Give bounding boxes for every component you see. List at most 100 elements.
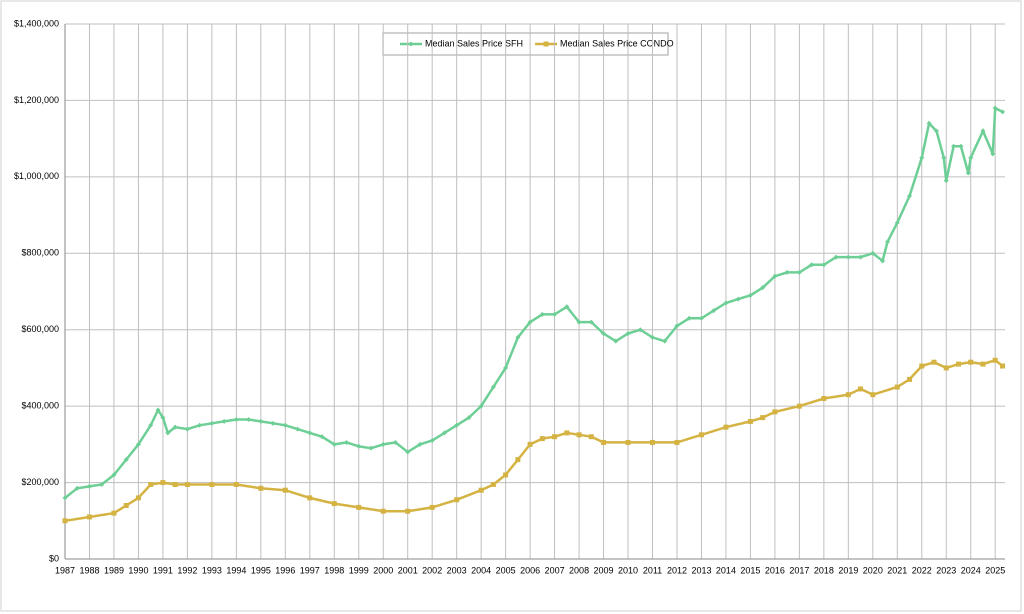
data-point — [503, 472, 509, 478]
data-point — [564, 304, 570, 310]
data-point — [99, 481, 105, 487]
data-point — [907, 376, 913, 382]
data-point — [331, 441, 337, 447]
x-tick-label: 1996 — [275, 565, 295, 575]
data-point — [86, 514, 92, 520]
x-tick-label: 2014 — [716, 565, 736, 575]
data-point — [62, 495, 68, 501]
data-point — [686, 315, 692, 321]
data-point — [368, 445, 374, 451]
x-tick-label: 2006 — [520, 565, 540, 575]
y-tick-label: $800,000 — [21, 248, 59, 258]
data-point — [62, 518, 68, 524]
x-tick-label: 1987 — [55, 565, 75, 575]
y-tick-label: $400,000 — [21, 401, 59, 411]
data-point — [503, 365, 509, 371]
data-point — [209, 420, 215, 426]
data-point — [197, 422, 203, 428]
data-point — [968, 155, 974, 161]
y-tick-label: $200,000 — [21, 477, 59, 487]
x-tick-label: 2009 — [594, 565, 614, 575]
data-point — [478, 403, 484, 409]
data-point — [637, 327, 643, 333]
data-point — [135, 441, 141, 447]
data-point — [148, 481, 154, 487]
data-point — [221, 418, 227, 424]
x-tick-label: 2000 — [373, 565, 393, 575]
data-point — [86, 483, 92, 489]
y-tick-label: $1,000,000 — [14, 171, 59, 181]
data-point — [307, 430, 313, 436]
data-point — [870, 250, 876, 256]
data-point — [941, 155, 947, 161]
data-point — [833, 254, 839, 260]
data-point — [845, 254, 851, 260]
data-point — [123, 503, 129, 508]
data-point — [968, 359, 974, 365]
data-point — [955, 361, 961, 367]
data-point — [539, 311, 545, 317]
data-point — [172, 481, 178, 487]
data-point — [907, 193, 913, 199]
x-tick-label: 2019 — [838, 565, 858, 575]
legend-label: Median Sales Price SFH — [425, 38, 523, 48]
data-point — [674, 439, 680, 445]
data-point — [454, 422, 460, 428]
data-point — [870, 392, 876, 398]
data-point — [111, 472, 117, 478]
data-point — [601, 331, 607, 337]
data-point — [880, 258, 886, 264]
data-point — [992, 105, 998, 111]
data-point — [552, 311, 558, 317]
legend-marker — [408, 41, 414, 47]
y-tick-label: $1,200,000 — [14, 95, 59, 105]
data-point — [1000, 363, 1006, 369]
data-point — [490, 481, 496, 487]
x-tick-label: 1998 — [324, 565, 344, 575]
x-tick-label: 2015 — [740, 565, 760, 575]
data-point — [650, 439, 655, 445]
data-point — [919, 363, 925, 369]
data-point — [772, 273, 778, 279]
legend: Median Sales Price SFH Median Sales Price… — [382, 32, 674, 56]
data-point — [527, 319, 533, 325]
data-point — [564, 430, 570, 436]
data-point — [894, 220, 900, 226]
data-point — [233, 481, 239, 487]
legend-marker — [543, 41, 549, 47]
data-point — [552, 434, 558, 440]
data-point — [747, 418, 753, 424]
data-point — [958, 143, 964, 149]
x-tick-label: 1999 — [349, 565, 369, 575]
x-tick-label: 2020 — [863, 565, 883, 575]
data-point — [380, 441, 386, 447]
data-point — [258, 485, 264, 491]
data-point — [625, 331, 631, 337]
data-point — [246, 417, 252, 423]
data-point — [295, 426, 301, 432]
x-tick-label: 2003 — [447, 565, 467, 575]
data-point — [282, 422, 288, 428]
data-point — [931, 359, 937, 365]
x-tick-label: 2001 — [398, 565, 418, 575]
x-tick-label: 2021 — [887, 565, 907, 575]
x-tick-label: 2005 — [496, 565, 516, 575]
data-point — [992, 357, 998, 363]
x-tick-label: 1992 — [177, 565, 197, 575]
data-point — [588, 434, 594, 440]
data-point — [650, 334, 655, 340]
data-point — [405, 508, 411, 514]
x-tick-label: 2008 — [569, 565, 589, 575]
data-point — [172, 424, 178, 430]
x-tick-label: 2002 — [422, 565, 442, 575]
x-tick-label: 2007 — [545, 565, 565, 575]
data-point — [845, 392, 851, 398]
data-point — [919, 155, 925, 161]
data-point — [184, 426, 190, 432]
data-point — [951, 143, 957, 149]
data-point — [74, 485, 80, 491]
data-point — [135, 495, 141, 501]
data-point — [858, 254, 864, 260]
data-point — [515, 457, 521, 463]
